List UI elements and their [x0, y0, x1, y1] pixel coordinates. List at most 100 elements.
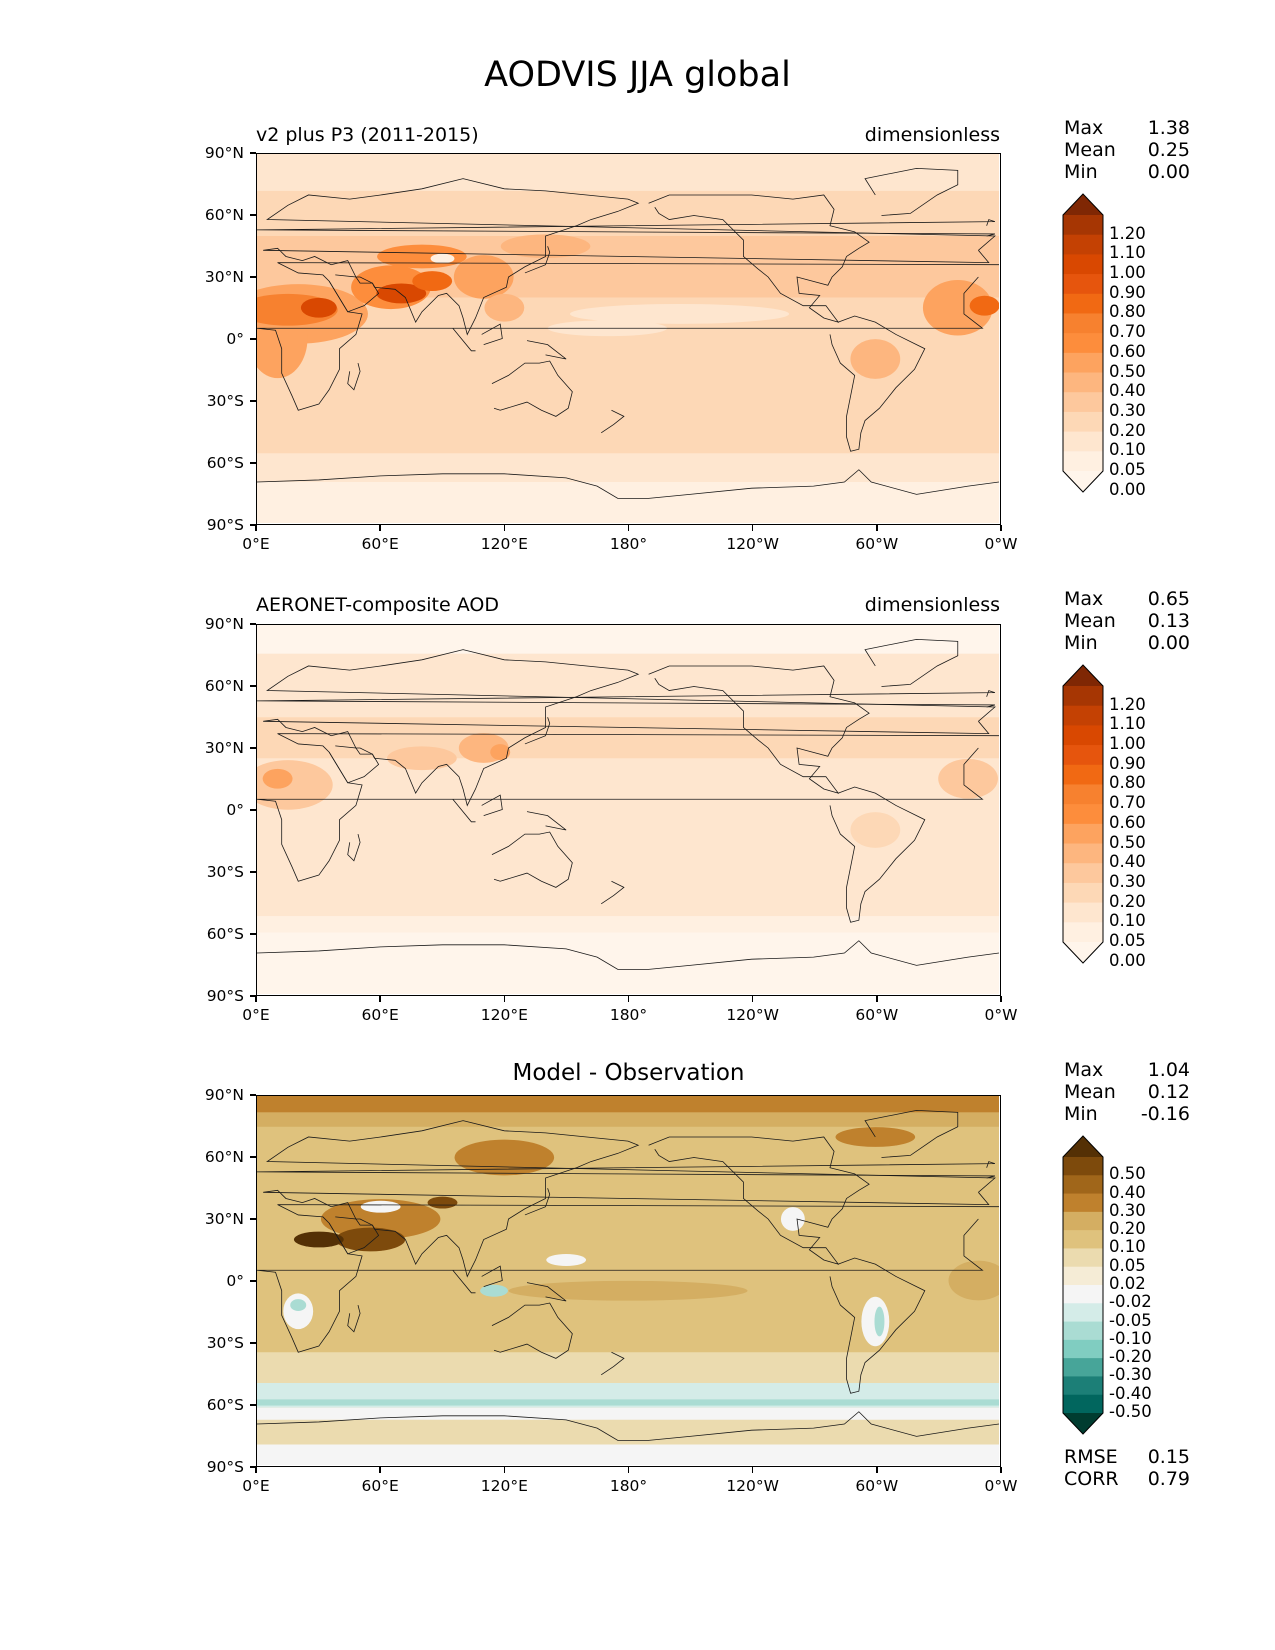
contour-band	[257, 625, 999, 654]
colorbar-extend-max	[1063, 1136, 1103, 1157]
contour-blob	[922, 279, 993, 336]
contour-blob	[484, 293, 525, 322]
diff-min-value: -0.16	[1140, 1103, 1190, 1125]
obs-min-value: 0.00	[1147, 632, 1190, 654]
lat-tick-mark	[250, 623, 256, 625]
contour-blob	[262, 768, 293, 789]
lon-tick-label: 60°E	[361, 535, 399, 553]
coastline	[524, 246, 551, 274]
model-min-label: Min	[1064, 161, 1098, 183]
contour-band	[257, 1399, 999, 1406]
colorbar-tick-label: 0.02	[1109, 1274, 1146, 1293]
colorbar-extend-min	[1063, 471, 1103, 492]
coastline	[864, 1109, 959, 1158]
colorbar-tick-label: 0.60	[1109, 341, 1146, 361]
contour-band	[257, 1096, 999, 1113]
colorbar-segment	[1063, 254, 1103, 275]
colorbar-segment	[1063, 764, 1103, 785]
colorbar-segment	[1063, 1394, 1103, 1414]
coastline	[526, 811, 567, 831]
lat-tick-mark	[250, 995, 256, 997]
colorbar-tick-label: 0.30	[1109, 1200, 1146, 1220]
contour-blob	[546, 1254, 587, 1266]
lon-tick-mark	[255, 996, 257, 1002]
lon-tick-label: 0°E	[242, 535, 270, 553]
lat-tick-mark	[250, 747, 256, 749]
colorbar-segment	[1063, 352, 1103, 374]
contour-blob	[412, 271, 453, 292]
colorbar-segment	[1063, 823, 1103, 845]
contour-band	[257, 1419, 999, 1445]
colorbar-tick-label: -0.30	[1109, 1365, 1152, 1385]
contour-band	[257, 482, 999, 523]
coastline	[328, 274, 380, 313]
coastline	[257, 262, 999, 411]
colorbar-tick-label: 0.00	[1109, 479, 1146, 499]
lon-tick-label: 120°W	[726, 1006, 779, 1024]
lat-tick-label: 90°S	[206, 1458, 244, 1476]
colorbar-extend-min	[1063, 1413, 1103, 1434]
contour-blob	[850, 339, 901, 379]
colorbar-tick-label: 0.90	[1109, 282, 1146, 302]
colorbar-segment	[1063, 804, 1103, 825]
colorbar-segment	[1063, 431, 1103, 452]
colorbar-segment	[1063, 1230, 1103, 1249]
colorbar-segment	[1063, 1175, 1103, 1195]
lat-tick-label: 0°	[226, 1272, 244, 1290]
lon-tick-mark	[876, 1467, 878, 1473]
lon-tick-mark	[255, 525, 257, 531]
coastline	[524, 1188, 551, 1216]
colorbar-tick-label: 0.05	[1109, 460, 1146, 479]
lon-tick-label: 120°E	[480, 535, 528, 553]
diff-min-label: Min	[1064, 1103, 1098, 1125]
contour-blob	[874, 1306, 885, 1337]
colorbar-tick-label: 1.20	[1109, 694, 1146, 714]
colorbar-tick-label: 0.20	[1109, 891, 1146, 911]
lat-tick-label: 90°N	[204, 1086, 244, 1104]
contour-blob	[335, 1227, 406, 1252]
rmse-value: 0.15	[1147, 1446, 1190, 1468]
colorbar-segment	[1063, 686, 1103, 707]
colorbar-extend-max	[1063, 194, 1103, 215]
lat-tick-label: 90°N	[204, 615, 244, 633]
lon-tick-label: 180°	[609, 535, 648, 553]
lon-tick-label: 60°E	[361, 1477, 399, 1495]
lon-tick-mark	[255, 1467, 257, 1473]
contour-band	[257, 1112, 999, 1127]
lon-tick-mark	[627, 525, 630, 531]
coastline	[600, 409, 625, 434]
lon-tick-label: 120°W	[726, 1477, 779, 1495]
model-mean-label: Mean	[1064, 139, 1116, 161]
colorbar-segment	[1063, 922, 1103, 943]
coastline	[257, 733, 999, 882]
corr-value: 0.79	[1147, 1468, 1190, 1490]
colorbar-outline	[1062, 1135, 1104, 1435]
colorbar-segment	[1063, 411, 1103, 433]
coastline	[491, 360, 573, 417]
lat-tick-label: 0°	[226, 330, 244, 348]
coastline	[257, 469, 999, 499]
coastline	[648, 194, 870, 323]
lat-tick-mark	[250, 1342, 256, 1344]
colorbar-tick-label: 0.50	[1109, 1164, 1146, 1184]
lat-tick-label: 30°N	[204, 739, 244, 757]
colorbar-segment	[1063, 1339, 1103, 1359]
coastline	[257, 690, 996, 708]
coastline	[257, 940, 999, 970]
lon-tick-mark	[876, 996, 878, 1002]
obs-mean-label: Mean	[1064, 610, 1116, 632]
coastline	[452, 328, 476, 352]
obs-mean-value: 0.13	[1147, 610, 1190, 632]
coastline	[257, 1161, 996, 1179]
lat-tick-mark	[250, 933, 256, 935]
diff-map	[256, 1095, 1001, 1467]
model-max-label: Max	[1064, 117, 1104, 139]
colorbar-tick-label: 0.70	[1109, 322, 1146, 342]
lat-tick-label: 90°S	[206, 516, 244, 534]
corr-label: CORR	[1064, 1468, 1119, 1490]
contour-blob	[283, 1293, 314, 1330]
obs-max-value: 0.65	[1147, 588, 1190, 610]
obs-colorbar	[1062, 664, 1104, 964]
lat-tick-label: 60°N	[204, 1148, 244, 1166]
lat-tick-mark	[250, 871, 256, 873]
